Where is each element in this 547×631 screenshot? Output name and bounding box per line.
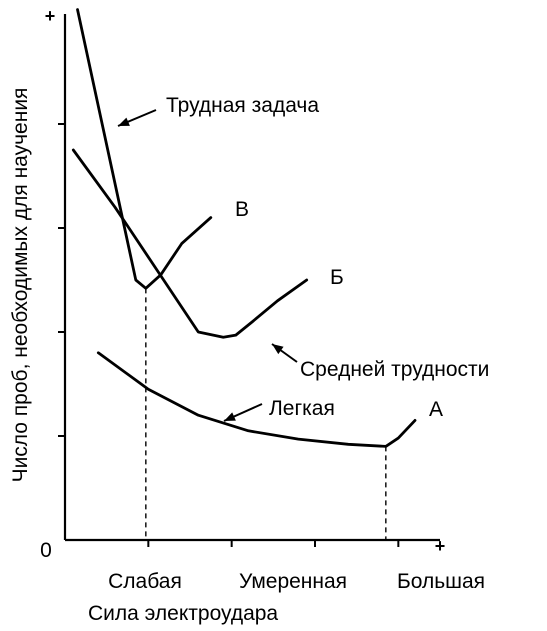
- curves: [71, 8, 417, 448]
- series-end-label-v: В: [235, 198, 249, 221]
- pointer-hard-task-head: [118, 117, 130, 126]
- ticks: [58, 123, 400, 547]
- axes: [63, 14, 440, 542]
- series-label-hard: Трудная задача: [166, 94, 319, 117]
- curve-medium-task: [71, 148, 309, 339]
- series-label-medium: Средней трудности: [300, 358, 489, 381]
- label-pointers: [117, 109, 298, 422]
- x-axis-title: Сила электроудара: [88, 602, 278, 625]
- curve-hard-task: [76, 8, 213, 290]
- y-axis-title: Число проб, необходимых для научения: [9, 88, 32, 483]
- pointer-easy-task-head: [224, 412, 236, 421]
- curve-easy-task: [96, 351, 417, 448]
- series-end-label-a: А: [429, 398, 443, 421]
- y-axis-plus: +: [45, 6, 56, 26]
- x-tick-label-strong: Большая: [397, 570, 485, 593]
- origin-label: 0: [40, 539, 52, 562]
- drop-lines: [145, 288, 387, 540]
- series-end-label-b: Б: [330, 266, 344, 289]
- pointer-medium-task-head: [272, 344, 284, 355]
- x-tick-label-moderate: Умеренная: [239, 570, 347, 593]
- x-tick-label-weak: Слабая: [108, 570, 182, 593]
- series-label-easy: Легкая: [269, 397, 335, 420]
- x-axis-plus: +: [435, 536, 446, 556]
